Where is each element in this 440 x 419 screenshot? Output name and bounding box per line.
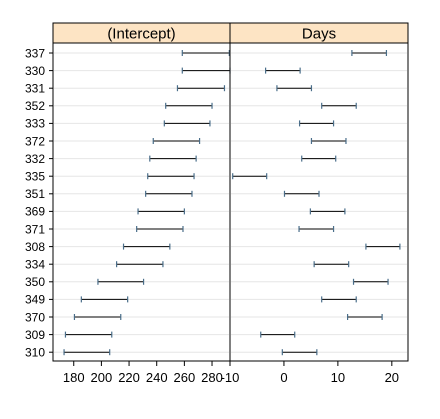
row-label-349: 349 — [25, 293, 45, 307]
x-tick-label-1--10: -10 — [221, 370, 240, 385]
row-label-310: 310 — [25, 346, 45, 360]
x-tick-label-1-10: 10 — [331, 370, 345, 385]
row-label-308: 308 — [25, 240, 45, 254]
row-label-350: 350 — [25, 275, 45, 289]
row-label-369: 369 — [25, 205, 45, 219]
x-tick-label-0-200: 200 — [91, 370, 113, 385]
x-tick-label-0-260: 260 — [174, 370, 196, 385]
row-label-334: 334 — [25, 258, 45, 272]
row-label-370: 370 — [25, 310, 45, 324]
x-tick-label-0-240: 240 — [146, 370, 168, 385]
x-tick-label-0-220: 220 — [118, 370, 140, 385]
row-label-331: 331 — [25, 82, 45, 96]
row-label-371: 371 — [25, 222, 45, 236]
panel-border-1 — [229, 42, 409, 362]
panel-border-0 — [52, 42, 231, 362]
row-label-309: 309 — [25, 328, 45, 342]
row-label-332: 332 — [25, 152, 45, 166]
row-label-335: 335 — [25, 170, 45, 184]
strip-label-0: (Intercept) — [107, 26, 175, 43]
strip-label-1: Days — [302, 26, 336, 43]
label-layer: (Intercept) 180 200 220 240 260 280 Days -10 0 10 2… — [25, 26, 399, 386]
row-label-352: 352 — [25, 99, 45, 113]
interval-layer — [63, 50, 401, 356]
row-label-333: 333 — [25, 117, 45, 131]
x-tick-label-0-280: 280 — [201, 370, 223, 385]
x-tick-label-1-20: 20 — [385, 370, 399, 385]
x-tick-label-1-0: 0 — [280, 370, 287, 385]
frame-layer — [49, 22, 409, 366]
row-label-337: 337 — [25, 46, 45, 60]
row-label-372: 372 — [25, 134, 45, 148]
row-label-330: 330 — [25, 64, 45, 78]
row-label-351: 351 — [25, 187, 45, 201]
x-tick-label-0-180: 180 — [63, 370, 85, 385]
